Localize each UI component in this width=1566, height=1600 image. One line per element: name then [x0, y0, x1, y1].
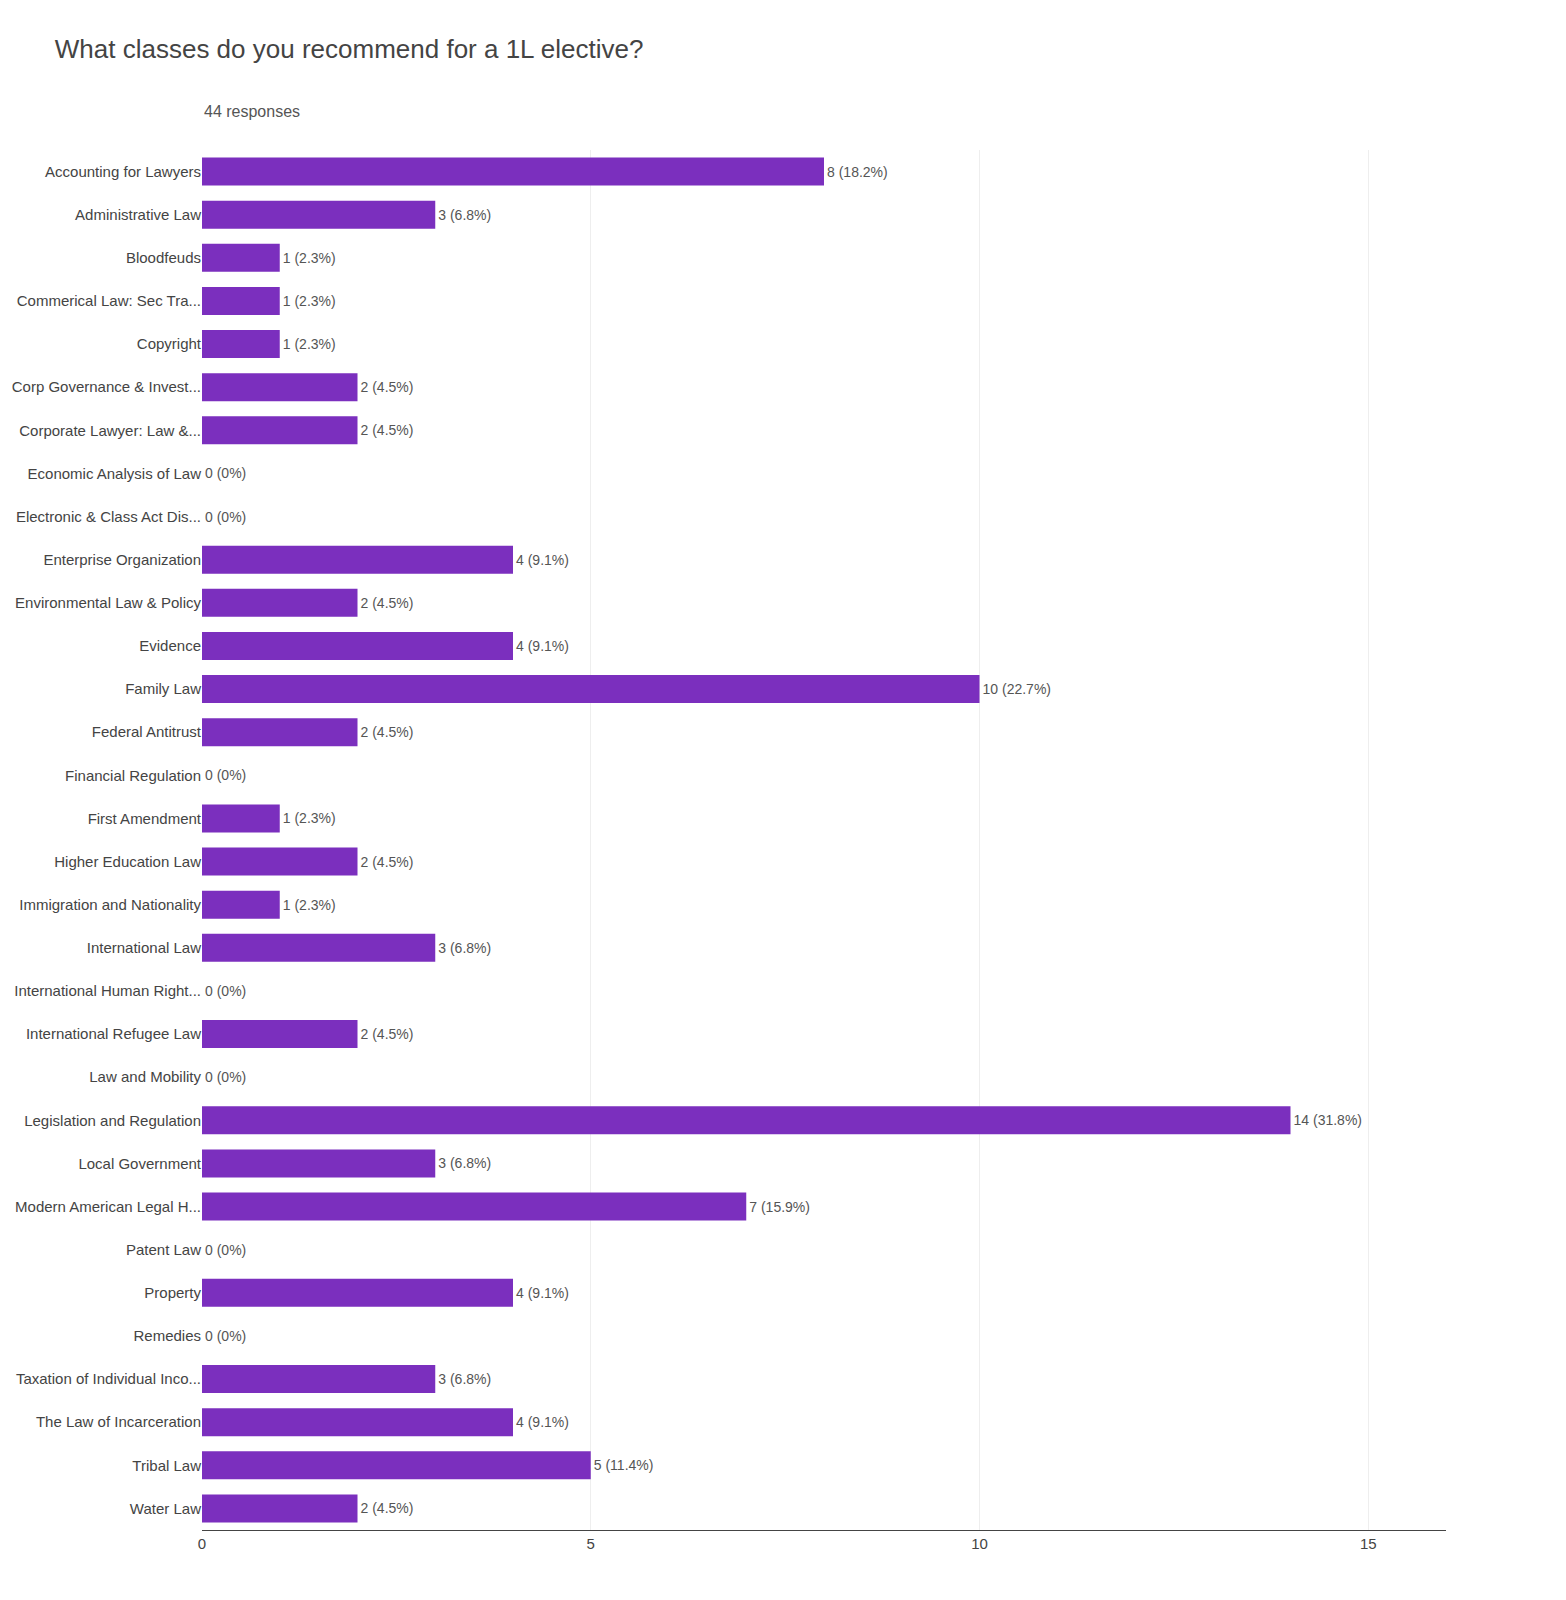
svg-text:0 (0%): 0 (0%)	[205, 983, 246, 999]
svg-text:Financial Regulation: Financial Regulation	[65, 767, 201, 784]
svg-text:0 (0%): 0 (0%)	[205, 509, 246, 525]
svg-text:3 (6.8%): 3 (6.8%)	[438, 207, 491, 223]
svg-text:Legislation and Regulation: Legislation and Regulation	[24, 1112, 201, 1129]
svg-text:Law and Mobility: Law and Mobility	[89, 1068, 201, 1085]
svg-text:1 (2.3%): 1 (2.3%)	[283, 250, 336, 266]
svg-text:0 (0%): 0 (0%)	[205, 465, 246, 481]
svg-text:5: 5	[587, 1535, 595, 1552]
svg-text:Modern American Legal H...: Modern American Legal H...	[15, 1198, 201, 1215]
svg-text:1 (2.3%): 1 (2.3%)	[283, 897, 336, 913]
svg-text:2 (4.5%): 2 (4.5%)	[361, 1026, 414, 1042]
svg-text:10: 10	[971, 1535, 988, 1552]
svg-text:10 (22.7%): 10 (22.7%)	[983, 681, 1051, 697]
svg-text:3 (6.8%): 3 (6.8%)	[438, 940, 491, 956]
svg-text:5 (11.4%): 5 (11.4%)	[594, 1457, 654, 1473]
svg-text:Local Government: Local Government	[78, 1155, 201, 1172]
svg-text:Economic Analysis of Law: Economic Analysis of Law	[28, 465, 202, 482]
svg-text:1 (2.3%): 1 (2.3%)	[283, 336, 336, 352]
svg-text:Patent Law: Patent Law	[126, 1241, 201, 1258]
svg-text:The Law of Incarceration: The Law of Incarceration	[36, 1413, 201, 1430]
svg-text:Commerical Law: Sec Tra...: Commerical Law: Sec Tra...	[17, 292, 201, 309]
svg-text:Electronic & Class Act Dis...: Electronic & Class Act Dis...	[16, 508, 201, 525]
svg-text:0: 0	[198, 1535, 206, 1552]
svg-text:1 (2.3%): 1 (2.3%)	[283, 293, 336, 309]
svg-text:1 (2.3%): 1 (2.3%)	[283, 810, 336, 826]
svg-text:15: 15	[1360, 1535, 1377, 1552]
svg-text:Immigration and Nationality: Immigration and Nationality	[19, 896, 201, 913]
svg-text:Evidence: Evidence	[139, 637, 201, 654]
svg-text:Administrative Law: Administrative Law	[75, 206, 201, 223]
svg-text:Taxation of Individual Inco...: Taxation of Individual Inco...	[16, 1370, 201, 1387]
svg-text:4 (9.1%): 4 (9.1%)	[516, 1285, 569, 1301]
svg-text:7 (15.9%): 7 (15.9%)	[749, 1199, 810, 1215]
svg-text:2 (4.5%): 2 (4.5%)	[361, 422, 414, 438]
svg-text:2 (4.5%): 2 (4.5%)	[361, 379, 414, 395]
svg-text:What classes do you recommend: What classes do you recommend for a 1L e…	[55, 34, 644, 64]
svg-text:First Amendment: First Amendment	[88, 810, 202, 827]
svg-text:International Law: International Law	[87, 939, 201, 956]
svg-text:0 (0%): 0 (0%)	[205, 1242, 246, 1258]
svg-text:Corp Governance & Invest...: Corp Governance & Invest...	[12, 378, 201, 395]
svg-text:Higher Education Law: Higher Education Law	[54, 853, 201, 870]
svg-text:14 (31.8%): 14 (31.8%)	[1294, 1112, 1362, 1128]
svg-text:Water Law: Water Law	[130, 1500, 201, 1517]
svg-text:International Human Right...: International Human Right...	[14, 982, 201, 999]
svg-text:Accounting for Lawyers: Accounting for Lawyers	[45, 163, 201, 180]
svg-text:2 (4.5%): 2 (4.5%)	[361, 1500, 414, 1516]
svg-text:0 (0%): 0 (0%)	[205, 1328, 246, 1344]
svg-text:3 (6.8%): 3 (6.8%)	[438, 1371, 491, 1387]
svg-text:Bloodfeuds: Bloodfeuds	[126, 249, 201, 266]
svg-text:2 (4.5%): 2 (4.5%)	[361, 724, 414, 740]
svg-text:Family Law: Family Law	[125, 680, 201, 697]
svg-text:Copyright: Copyright	[137, 335, 202, 352]
svg-text:International Refugee Law: International Refugee Law	[26, 1025, 201, 1042]
svg-text:0 (0%): 0 (0%)	[205, 767, 246, 783]
svg-text:Remedies: Remedies	[133, 1327, 201, 1344]
svg-text:Federal Antitrust: Federal Antitrust	[92, 723, 202, 740]
svg-text:44 responses: 44 responses	[204, 103, 300, 120]
svg-text:4 (9.1%): 4 (9.1%)	[516, 552, 569, 568]
svg-text:Environmental Law & Policy: Environmental Law & Policy	[15, 594, 201, 611]
svg-text:Corporate Lawyer: Law &...: Corporate Lawyer: Law &...	[19, 422, 201, 439]
svg-text:2 (4.5%): 2 (4.5%)	[361, 595, 414, 611]
svg-text:Enterprise Organization: Enterprise Organization	[43, 551, 201, 568]
svg-text:4 (9.1%): 4 (9.1%)	[516, 1414, 569, 1430]
svg-text:8 (18.2%): 8 (18.2%)	[827, 164, 888, 180]
svg-text:4 (9.1%): 4 (9.1%)	[516, 638, 569, 654]
svg-text:2 (4.5%): 2 (4.5%)	[361, 854, 414, 870]
svg-text:3 (6.8%): 3 (6.8%)	[438, 1155, 491, 1171]
svg-text:0 (0%): 0 (0%)	[205, 1069, 246, 1085]
svg-text:Property: Property	[144, 1284, 201, 1301]
svg-text:Tribal Law: Tribal Law	[132, 1457, 201, 1474]
